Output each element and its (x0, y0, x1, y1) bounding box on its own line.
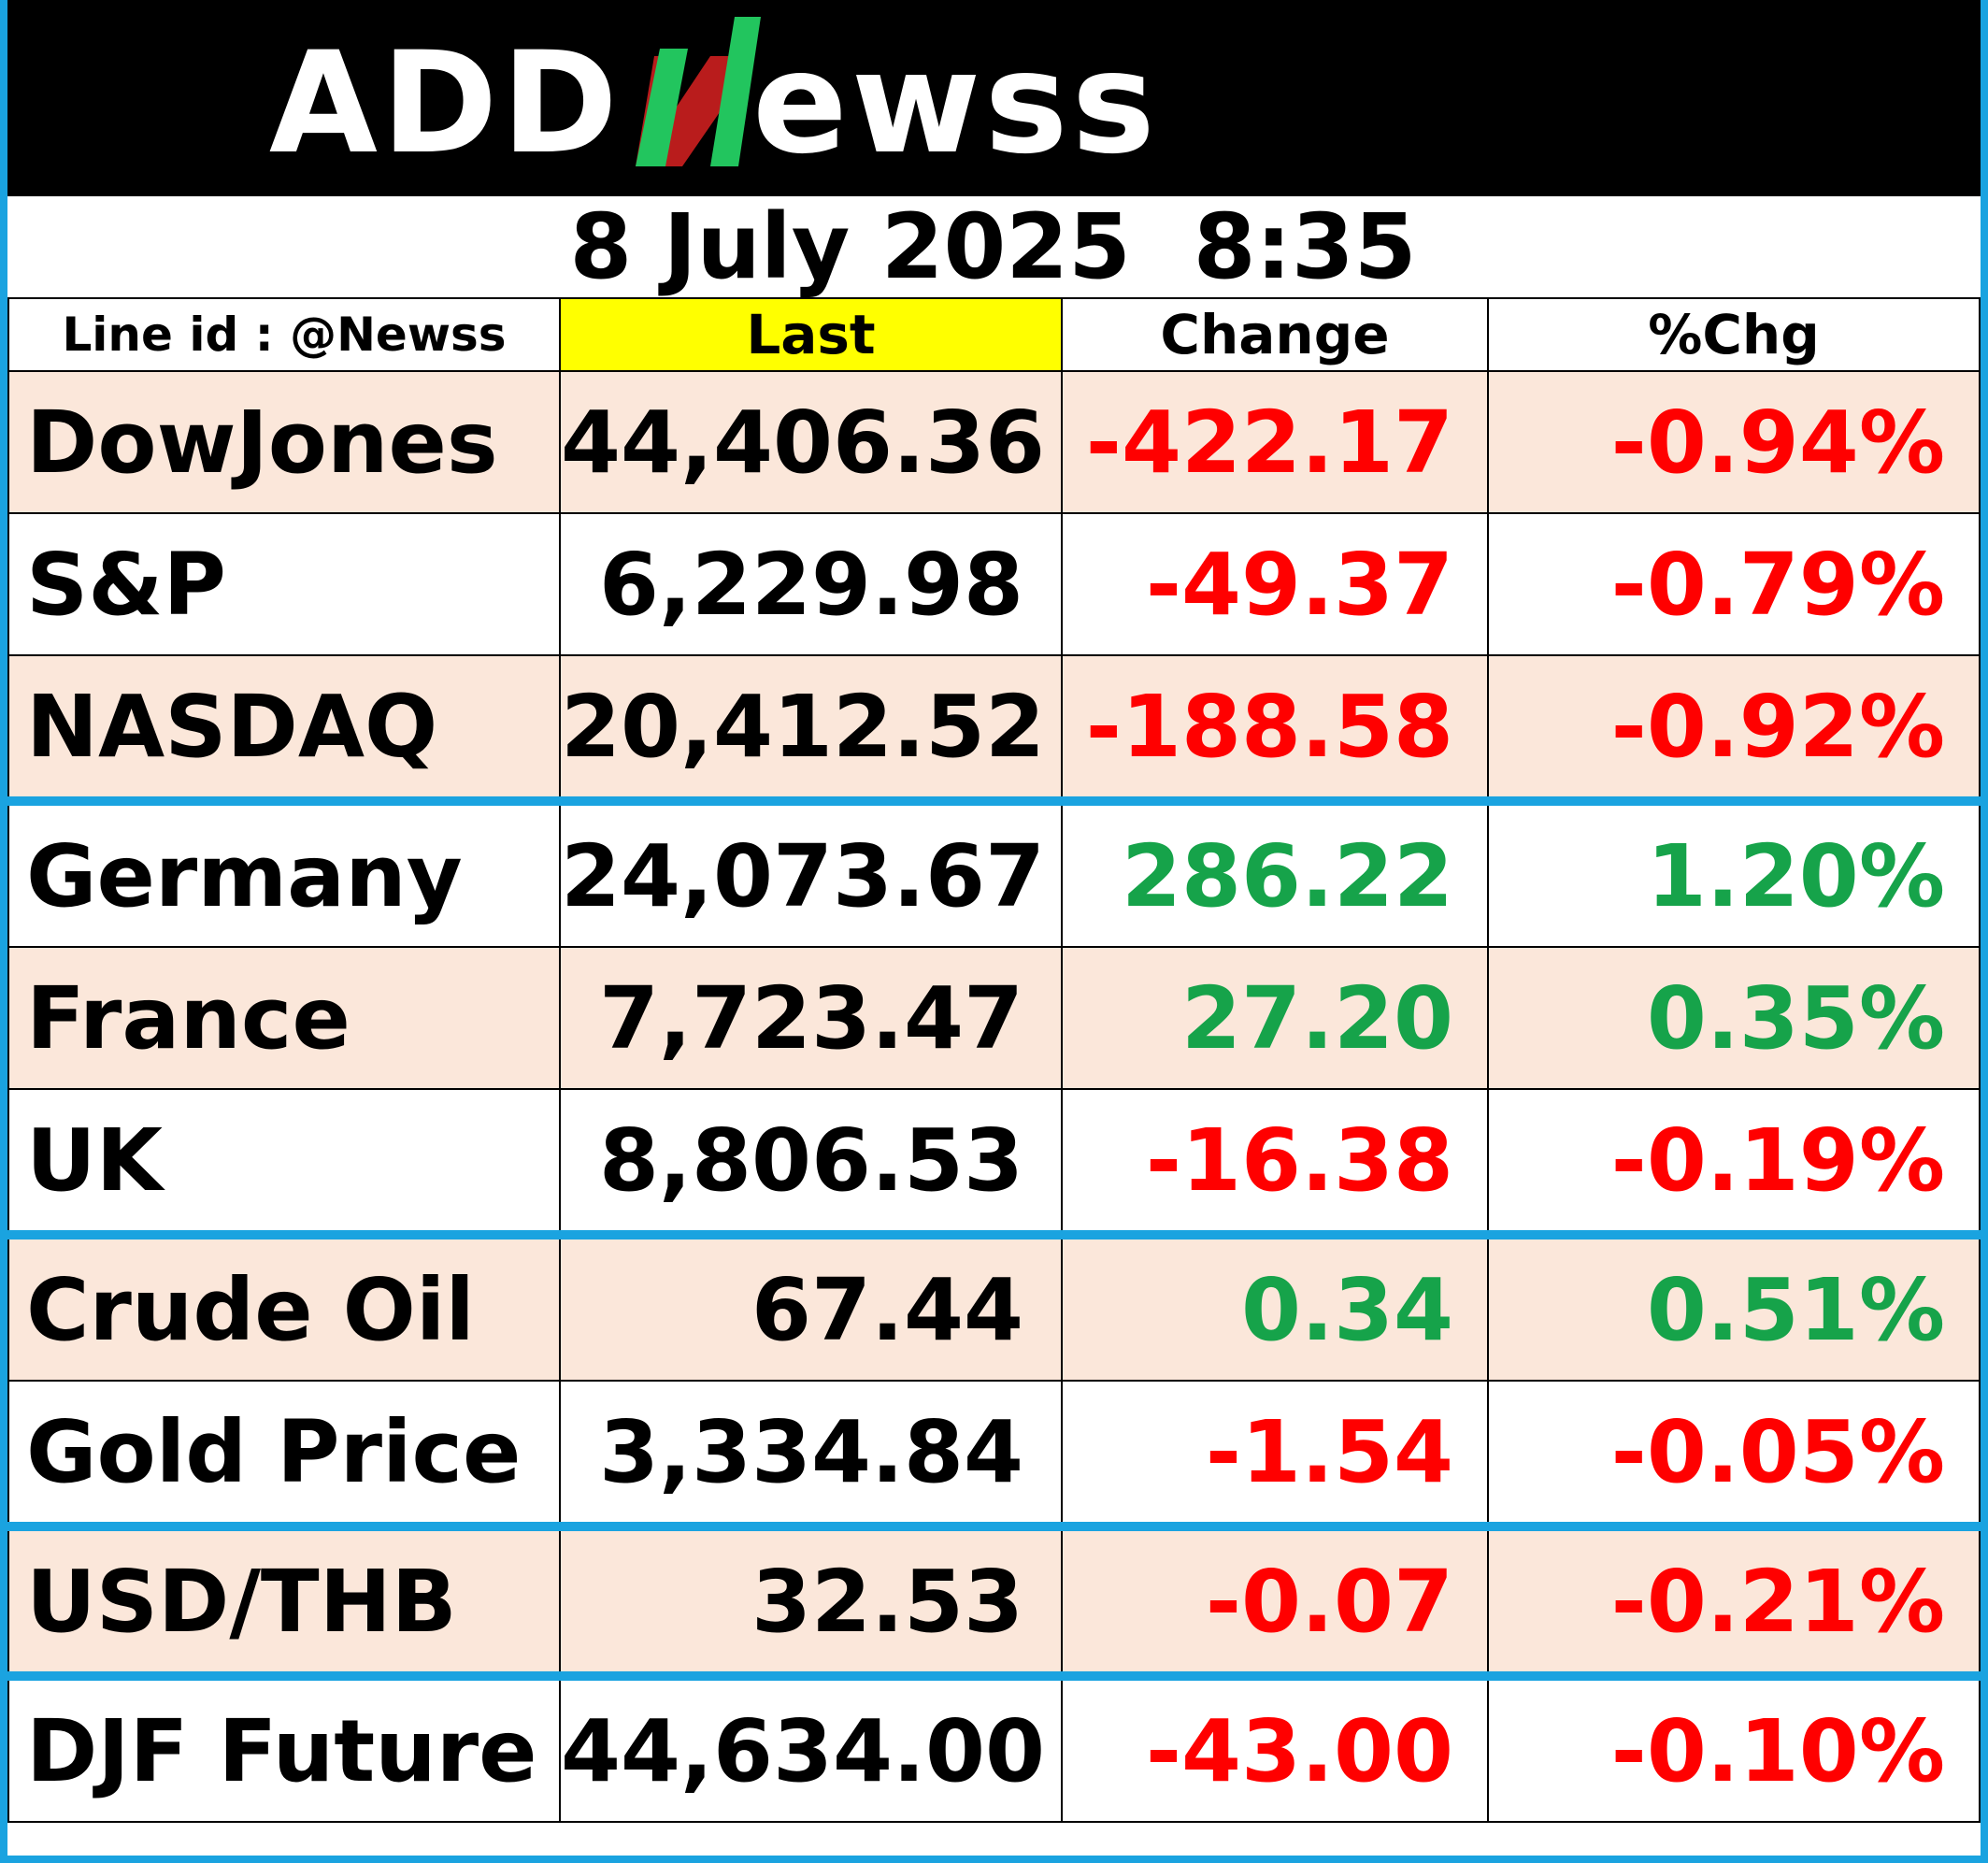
instrument-name: Gold Price (7, 1380, 561, 1527)
instrument-name: DowJones (7, 370, 561, 514)
pct-change-value: 1.20% (1487, 796, 1981, 948)
change-value: 27.20 (1061, 946, 1489, 1090)
last-value: 44,406.36 (559, 370, 1063, 514)
instrument-name: Germany (7, 796, 561, 948)
last-value: 6,229.98 (559, 512, 1063, 656)
logo-text-ewss: ewss (752, 22, 1159, 185)
last-value: 3,334.84 (559, 1380, 1063, 1527)
last-value: 8,806.53 (559, 1088, 1063, 1236)
last-value: 67.44 (559, 1230, 1063, 1382)
table-row: DJF Future 44,634.00 -43.00 -0.10% (7, 1671, 1981, 1823)
table-row: S&P 6,229.98 -49.37 -0.79% (7, 512, 1981, 656)
instrument-name: France (7, 946, 561, 1090)
instrument-name: S&P (7, 512, 561, 656)
last-value: 32.53 (559, 1522, 1063, 1677)
table-row: DowJones 44,406.36 -422.17 -0.94% (7, 370, 1981, 514)
change-value: -49.37 (1061, 512, 1489, 656)
table-row: USD/THB 32.53 -0.07 -0.21% (7, 1522, 1981, 1677)
pct-change-value: -0.21% (1487, 1522, 1981, 1677)
last-value: 44,634.00 (559, 1671, 1063, 1823)
change-column-header: Change (1061, 297, 1489, 372)
last-value: 7,723.47 (559, 946, 1063, 1090)
pct-change-value: 0.51% (1487, 1230, 1981, 1382)
table-row: Germany 24,073.67 286.22 1.20% (7, 796, 1981, 948)
quotes-table: Line id : @Newss Last Change %Chg DowJon… (7, 297, 1981, 1823)
change-value: -16.38 (1061, 1088, 1489, 1236)
last-value: 20,412.52 (559, 654, 1063, 802)
instrument-name: USD/THB (7, 1522, 561, 1677)
instrument-name: NASDAQ (7, 654, 561, 802)
change-value: -43.00 (1061, 1671, 1489, 1823)
change-value: 0.34 (1061, 1230, 1489, 1382)
line-id-label: Line id : @Newss (7, 297, 561, 372)
last-value: 24,073.67 (559, 796, 1063, 948)
pct-change-column-header: %Chg (1487, 297, 1981, 372)
date-time-heading: 8 July 2025 8:35 (7, 194, 1979, 299)
logo-banner: ADD ewss (0, 0, 1988, 196)
last-column-header: Last (559, 297, 1063, 372)
table-row: Gold Price 3,334.84 -1.54 -0.05% (7, 1380, 1981, 1527)
change-value: 286.22 (1061, 796, 1489, 948)
pct-change-value: -0.94% (1487, 370, 1981, 514)
pct-change-value: 0.35% (1487, 946, 1981, 1090)
pct-change-value: -0.19% (1487, 1088, 1981, 1236)
instrument-name: UK (7, 1088, 561, 1236)
table-header-row: Line id : @Newss Last Change %Chg (7, 297, 1981, 372)
logo-text-add: ADD (269, 22, 622, 185)
table-row: UK 8,806.53 -16.38 -0.19% (7, 1088, 1981, 1236)
change-value: -422.17 (1061, 370, 1489, 514)
instrument-name: DJF Future (7, 1671, 561, 1823)
change-value: -188.58 (1061, 654, 1489, 802)
pct-change-value: -0.10% (1487, 1671, 1981, 1823)
instrument-name: Crude Oil (7, 1230, 561, 1382)
pct-change-value: -0.92% (1487, 654, 1981, 802)
quotes-table-wrap: Line id : @Newss Last Change %Chg DowJon… (7, 297, 1981, 1823)
pct-change-value: -0.79% (1487, 512, 1981, 656)
table-row: Crude Oil 67.44 0.34 0.51% (7, 1230, 1981, 1382)
table-row: France 7,723.47 27.20 0.35% (7, 946, 1981, 1090)
pct-change-value: -0.05% (1487, 1380, 1981, 1527)
change-value: -0.07 (1061, 1522, 1489, 1677)
addnewss-logo: ADD ewss (269, 17, 1159, 185)
change-value: -1.54 (1061, 1380, 1489, 1527)
table-row: NASDAQ 20,412.52 -188.58 -0.92% (7, 654, 1981, 802)
logo-n-mark (636, 17, 761, 166)
